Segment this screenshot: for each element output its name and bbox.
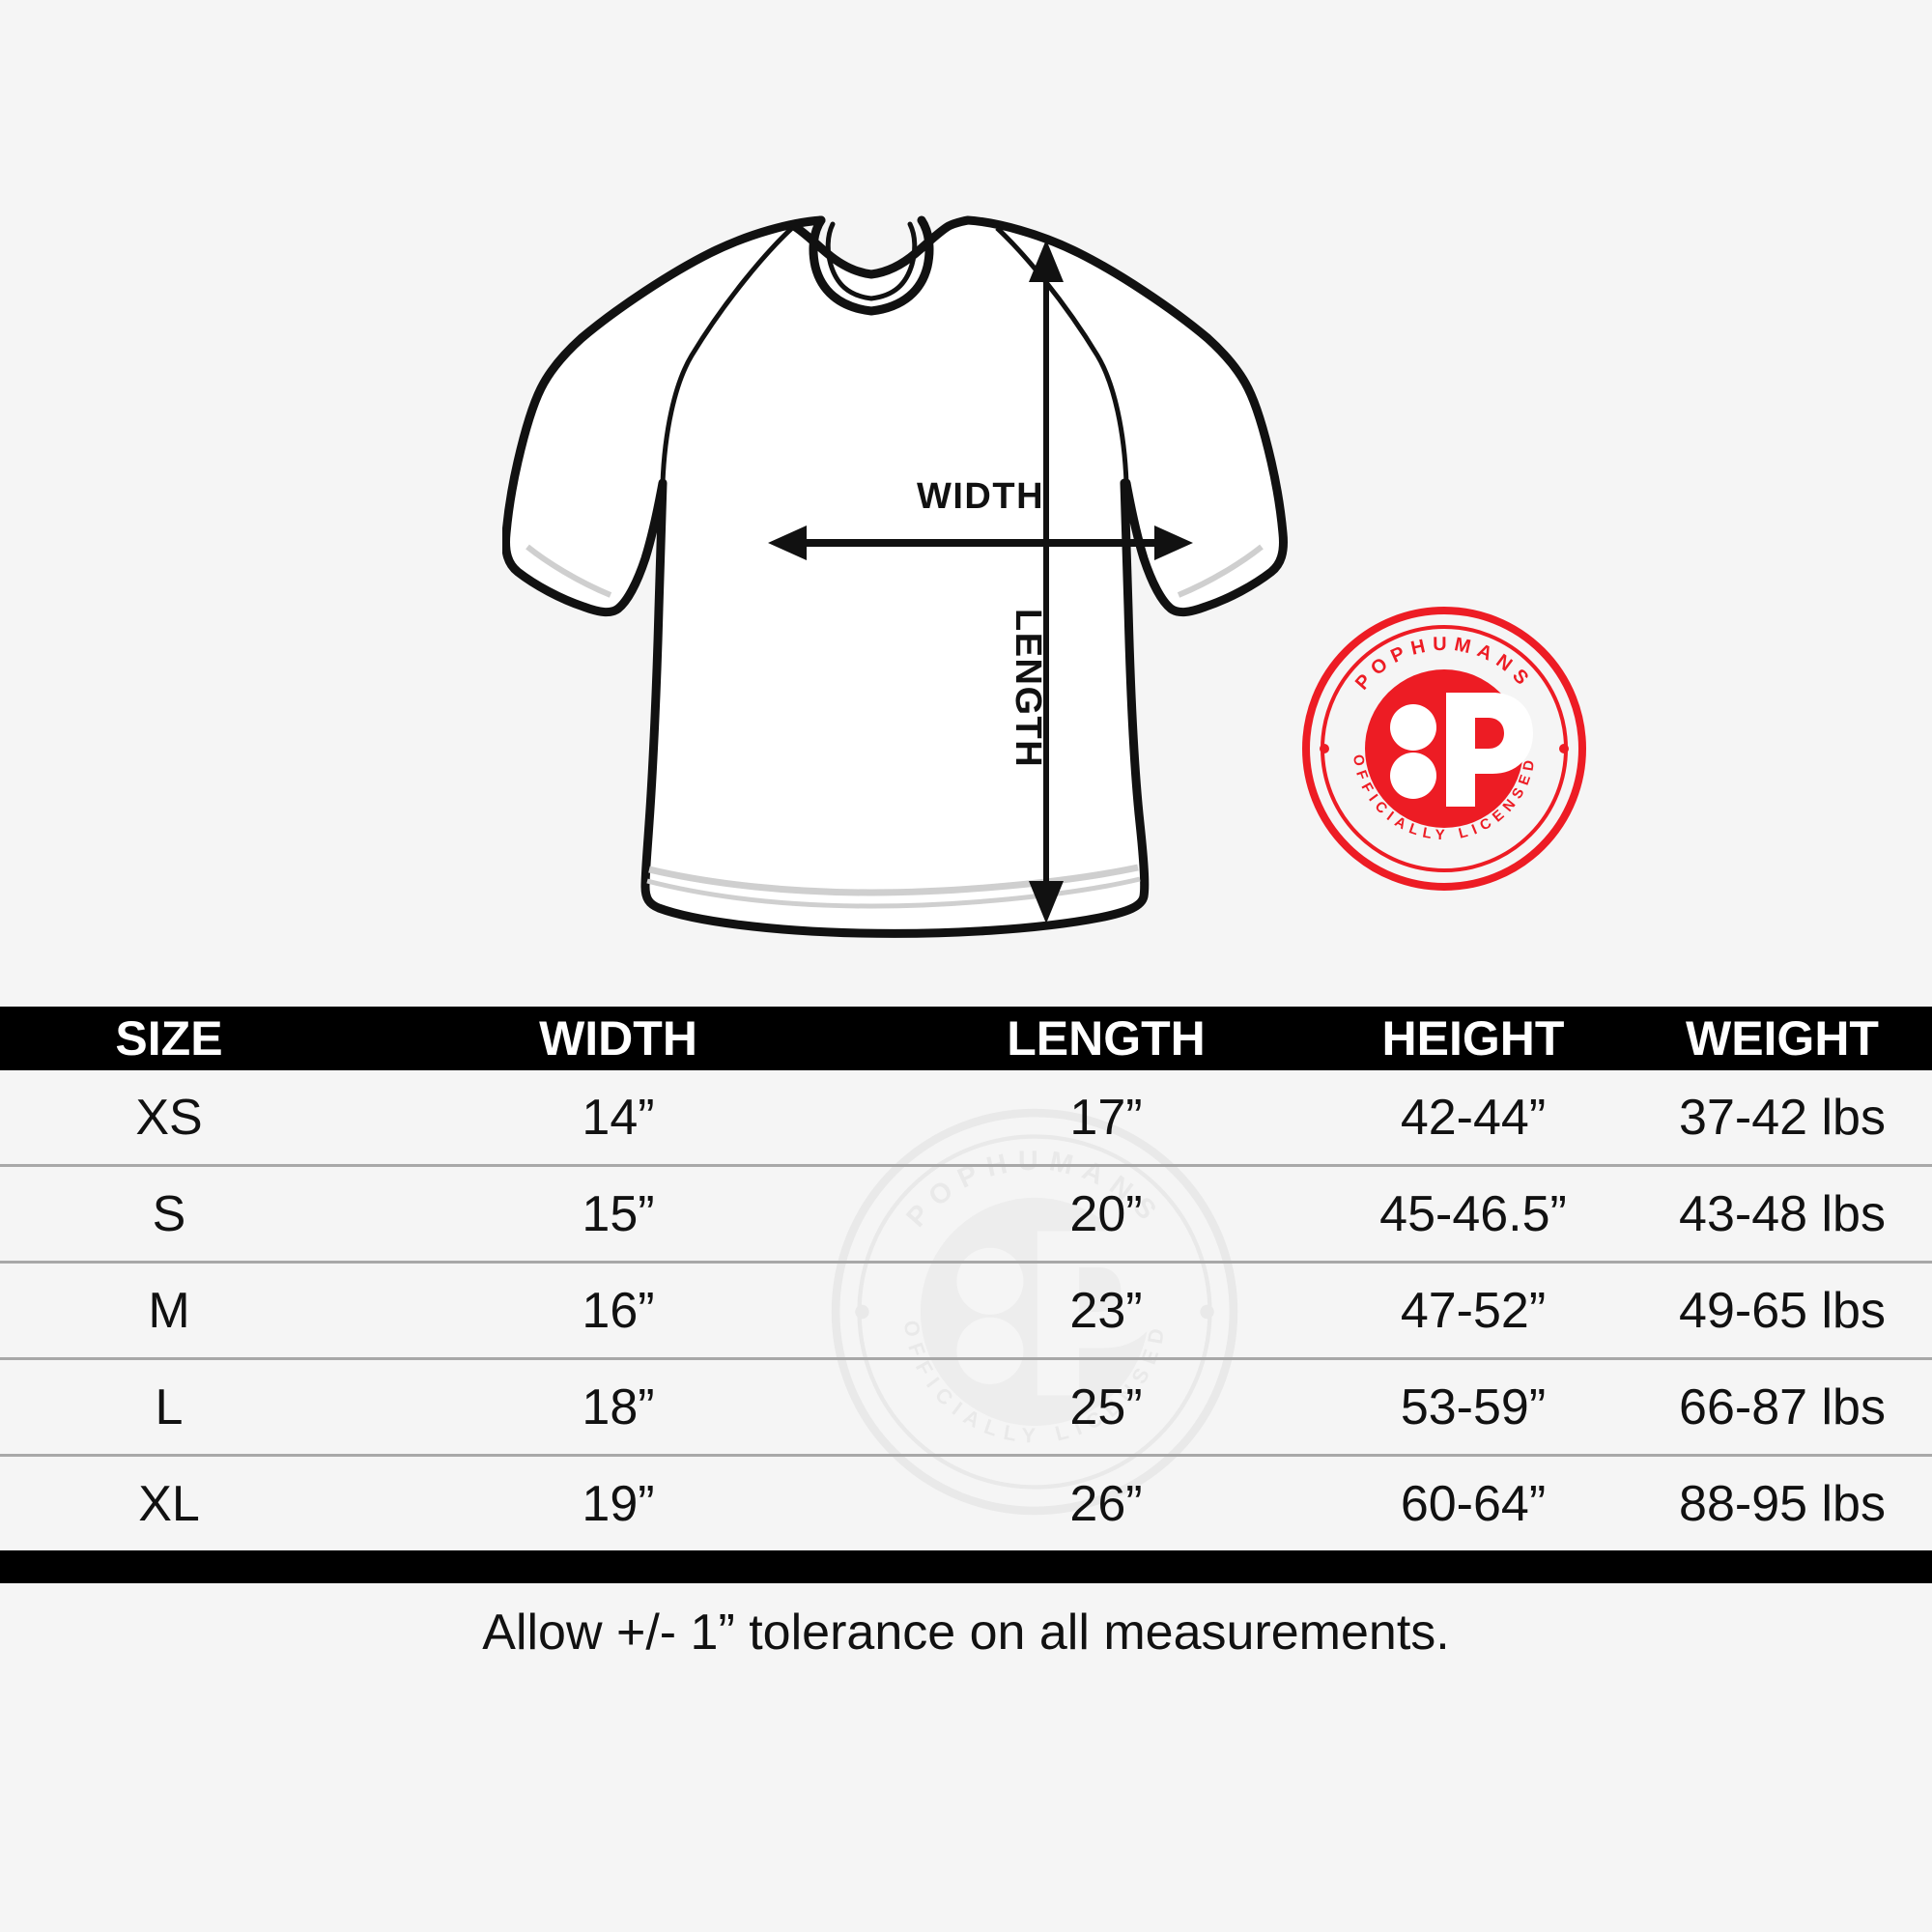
- cell-width: 14”: [338, 1070, 898, 1167]
- cell-weight: 66-87 lbs: [1633, 1358, 1932, 1457]
- width-measurement-label: WIDTH: [916, 476, 1045, 517]
- cell-size: L: [0, 1358, 338, 1457]
- column-header-size: SIZE: [0, 1007, 338, 1070]
- cell-height: 60-64”: [1400, 1475, 1547, 1532]
- cell-width: 16”: [338, 1262, 898, 1360]
- cell-weight: 43-48 lbs: [1633, 1165, 1932, 1264]
- cell-size: XS: [0, 1070, 338, 1167]
- cell-height: 53-59”: [1314, 1358, 1633, 1457]
- table-row: XS 14” 17” 42-44” 37-42 lbs: [0, 1070, 1932, 1167]
- table-body: XS 14” 17” 42-44” 37-42 lbs S 15” 20” 45…: [0, 1070, 1932, 1550]
- cell-length: 20”: [898, 1165, 1314, 1264]
- garment-illustration-area: WIDTH LENGTH POPHUMANS OFFICIALLY LICENS…: [502, 215, 1586, 938]
- length-measurement-label: LENGTH: [1008, 609, 1048, 769]
- size-chart-table: SIZE WIDTH LENGTH HEIGHT WEIGHT XS 14” 1…: [0, 1007, 1932, 1550]
- table-header: SIZE WIDTH LENGTH HEIGHT WEIGHT: [0, 1007, 1932, 1070]
- cell-length: 17”: [898, 1070, 1314, 1167]
- table-row: XL 19” 26” 60-64” 88-95 lbs: [0, 1456, 1932, 1551]
- cell-size: M: [0, 1262, 338, 1360]
- column-header-height: HEIGHT: [1314, 1007, 1633, 1070]
- cell-width: 18”: [338, 1358, 898, 1457]
- cell-length: 25”: [898, 1358, 1314, 1457]
- column-header-width: WIDTH: [338, 1007, 898, 1070]
- table-row: L 18” 25” 53-59” 66-87 lbs: [0, 1358, 1932, 1457]
- cell-length: 26”: [1069, 1475, 1143, 1532]
- table-row: S 15” 20” 45-46.5” 43-48 lbs: [0, 1165, 1932, 1264]
- table-row: M 16” 23” 47-52” 49-65 lbs: [0, 1262, 1932, 1360]
- column-header-weight: WEIGHT: [1633, 1007, 1932, 1070]
- cell-width: 15”: [338, 1165, 898, 1264]
- table-bottom-divider: [0, 1550, 1932, 1583]
- cell-height: 42-44”: [1314, 1070, 1633, 1167]
- pophumans-official-badge-icon: POPHUMANS OFFICIALLY LICENSED: [1302, 607, 1586, 891]
- size-chart-table-container: POPHUMANS OFFICIALLY LICENSED SIZE WIDTH…: [0, 1007, 1932, 1583]
- table-header-row: SIZE WIDTH LENGTH HEIGHT WEIGHT: [0, 1007, 1932, 1070]
- cell-length: 23”: [898, 1262, 1314, 1360]
- cell-weight: 49-65 lbs: [1633, 1262, 1932, 1360]
- cell-height: 45-46.5”: [1314, 1165, 1633, 1264]
- cell-weight: 37-42 lbs: [1633, 1070, 1932, 1167]
- cell-size: XL: [138, 1475, 200, 1532]
- tolerance-note: Allow +/- 1” tolerance on all measuremen…: [482, 1605, 1450, 1661]
- cell-width: 19”: [582, 1475, 655, 1532]
- column-header-length: LENGTH: [898, 1007, 1314, 1070]
- tshirt-diagram: [502, 215, 1288, 938]
- cell-size: S: [0, 1165, 338, 1264]
- cell-height: 47-52”: [1314, 1262, 1633, 1360]
- cell-weight: 88-95 lbs: [1679, 1475, 1886, 1532]
